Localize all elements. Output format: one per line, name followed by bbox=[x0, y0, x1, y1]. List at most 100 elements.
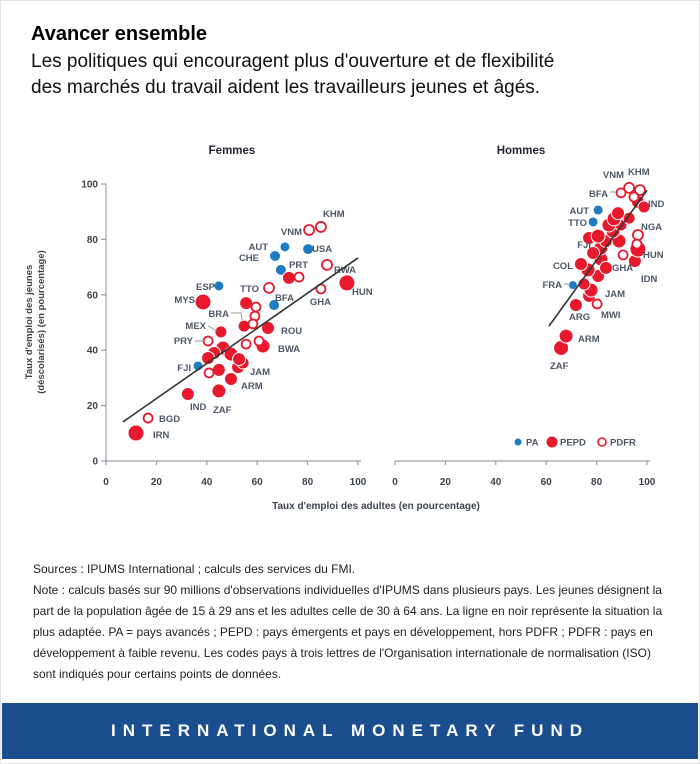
y-tick-label: 80 bbox=[87, 235, 99, 246]
data-point-KHM-PDFR bbox=[634, 184, 646, 196]
data-point-unlabeled-PDFR bbox=[628, 191, 640, 203]
country-label-TTO: TTO bbox=[240, 284, 259, 295]
x-tick-label: 0 bbox=[103, 477, 109, 488]
y-axis-title-line1: Taux d'emploi des jeunes bbox=[24, 265, 35, 380]
data-point-unlabeled-PDFR bbox=[253, 335, 265, 347]
data-point-unlabeled-PA bbox=[268, 299, 281, 312]
data-point-RWA-PDFR bbox=[321, 258, 333, 271]
country-label-KHM: KHM bbox=[323, 209, 345, 220]
data-point-unlabeled-PDFR bbox=[250, 301, 262, 313]
country-label-AUT: AUT bbox=[569, 206, 589, 217]
data-point-unlabeled-PDFR bbox=[631, 238, 643, 250]
country-label-MYS: MYS bbox=[174, 295, 195, 306]
data-point-unlabeled-PEPD bbox=[211, 362, 226, 377]
y-tick-label: 100 bbox=[81, 180, 98, 191]
country-label-ZAF: ZAF bbox=[213, 405, 232, 416]
legend-marker-pdfr bbox=[597, 437, 607, 447]
x-tick-label: 0 bbox=[392, 477, 398, 488]
country-label-VNM: VNM bbox=[281, 227, 302, 238]
country-label-COL: COL bbox=[553, 261, 573, 272]
country-label-IND: IND bbox=[190, 402, 207, 413]
panel-title-femmes: Femmes bbox=[209, 145, 256, 157]
data-point-ARM-PEPD bbox=[558, 328, 574, 344]
data-point-USA-PA bbox=[302, 243, 315, 256]
data-point-HUN-PEPD bbox=[338, 274, 356, 292]
country-label-ESP: ESP bbox=[196, 282, 216, 293]
country-label-HUN: HUN bbox=[352, 287, 373, 298]
data-point-IRN-PEPD bbox=[127, 424, 145, 442]
data-point-VNM-PDFR bbox=[303, 224, 316, 236]
x-tick-label: 100 bbox=[639, 477, 656, 488]
data-point-ESP-PA bbox=[213, 280, 225, 292]
y-tick-label: 20 bbox=[87, 401, 99, 412]
country-label-MEX: MEX bbox=[185, 321, 206, 332]
data-point-TTO-PDFR bbox=[263, 281, 275, 294]
trend-line-hommes bbox=[548, 189, 648, 327]
footnotes: Sources : IPUMS International ; calculs … bbox=[33, 559, 669, 685]
data-point-unlabeled-PEPD bbox=[590, 228, 606, 244]
data-point-unlabeled-PDFR bbox=[203, 367, 215, 379]
country-label-TTO: TTO bbox=[568, 218, 587, 229]
data-point-BFA-PDFR bbox=[615, 187, 627, 199]
data-point-PRT-PA bbox=[274, 263, 287, 276]
legend-marker-pepd bbox=[546, 436, 558, 448]
country-label-FJI: FJI bbox=[177, 363, 191, 374]
data-point-MEX-PEPD bbox=[214, 325, 228, 339]
x-axis-title: Taux d'emploi des adultes (en pourcentag… bbox=[272, 501, 480, 512]
country-label-PRY: PRY bbox=[174, 336, 194, 347]
country-label-JAM: JAM bbox=[605, 289, 625, 300]
country-label-IRN: IRN bbox=[153, 430, 170, 441]
data-point-GHA-PDFR bbox=[617, 249, 629, 261]
country-label-CHE: CHE bbox=[239, 253, 259, 264]
x-tick-label: 40 bbox=[201, 477, 213, 488]
data-point-ARG-PEPD bbox=[568, 298, 583, 313]
trend-line-femmes bbox=[122, 257, 359, 423]
data-point-unlabeled-PEPD bbox=[232, 352, 247, 367]
legend-label-pdfr: PDFR bbox=[610, 438, 636, 449]
data-point-MYS-PEPD bbox=[194, 293, 212, 311]
country-label-GHA: GHA bbox=[310, 297, 331, 308]
country-label-IDN: IDN bbox=[641, 274, 658, 285]
country-label-BRA: BRA bbox=[208, 309, 229, 320]
data-point-unlabeled-PEPD bbox=[281, 270, 296, 285]
note-text: Note : calculs basés sur 90 millions d'o… bbox=[33, 583, 663, 681]
panel-title-hommes: Hommes bbox=[497, 145, 546, 157]
country-label-ARM: ARM bbox=[241, 381, 263, 392]
data-point-KHM-PDFR bbox=[315, 221, 327, 233]
country-label-MWI: MWI bbox=[601, 310, 621, 321]
data-point-unlabeled-PEPD bbox=[637, 200, 651, 214]
legend-marker-pa bbox=[514, 438, 522, 446]
x-tick-label: 60 bbox=[541, 477, 553, 488]
data-point-unlabeled-PEPD bbox=[586, 245, 601, 260]
x-tick-label: 20 bbox=[151, 477, 163, 488]
y-tick-label: 60 bbox=[87, 290, 99, 301]
data-point-VNM-PDFR bbox=[623, 181, 636, 194]
data-point-BGD-PDFR bbox=[142, 412, 154, 424]
data-point-unlabeled-PEPD bbox=[622, 211, 636, 225]
country-label-FJI: FJI bbox=[577, 240, 591, 251]
data-point-BFA-PDFR bbox=[293, 271, 305, 283]
data-point-AUT-PA bbox=[279, 241, 291, 253]
x-tick-label: 80 bbox=[591, 477, 603, 488]
country-label-JAM: JAM bbox=[250, 367, 270, 378]
country-label-ROU: ROU bbox=[281, 326, 302, 337]
country-label-BFA: BFA bbox=[589, 189, 608, 200]
imf-banner: INTERNATIONAL MONETARY FUND bbox=[2, 703, 698, 759]
x-tick-label: 20 bbox=[440, 477, 452, 488]
data-point-AUT-PA bbox=[592, 204, 604, 216]
label-leader-BRA bbox=[231, 312, 243, 321]
data-point-PRY-PDFR bbox=[202, 335, 214, 347]
data-point-CHE-PA bbox=[269, 250, 282, 263]
country-label-USA: USA bbox=[312, 244, 332, 255]
country-label-BFA: BFA bbox=[275, 293, 294, 304]
country-label-BGD: BGD bbox=[159, 414, 180, 425]
y-tick-label: 0 bbox=[92, 457, 98, 468]
page-subtitle: Les politiques qui encouragent plus d'ou… bbox=[31, 51, 555, 98]
data-point-IND-PEPD bbox=[180, 386, 195, 401]
imf-banner-text: INTERNATIONAL MONETARY FUND bbox=[111, 721, 589, 740]
country-label-ARG: ARG bbox=[569, 312, 590, 323]
data-point-ZAF-PEPD bbox=[211, 383, 227, 399]
country-label-HUN: HUN bbox=[643, 250, 664, 261]
